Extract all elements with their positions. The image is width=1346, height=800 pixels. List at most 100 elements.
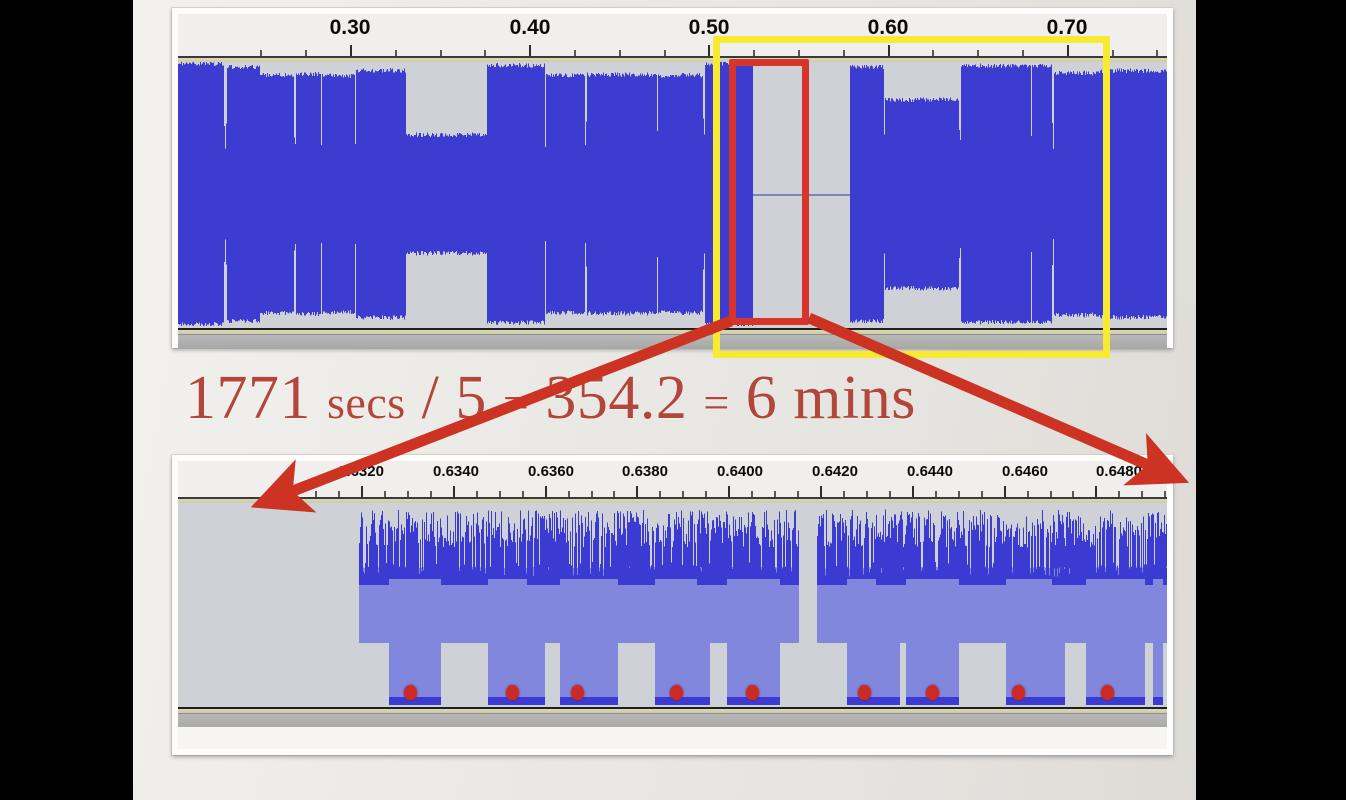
label-marker-icon[interactable] — [506, 685, 519, 700]
waveform-column — [279, 62, 280, 328]
waveform-column — [551, 62, 552, 328]
waveform-column — [1012, 62, 1013, 328]
waveform-column — [697, 62, 698, 328]
waveform-column — [925, 62, 926, 328]
audacity-overview-panel[interactable]: 0.300.400.500.600.700.80 — [172, 8, 1173, 348]
waveform-column — [706, 62, 707, 328]
waveform-column — [1135, 62, 1136, 328]
label-marker-icon[interactable] — [858, 685, 871, 700]
waveform-column — [820, 503, 821, 707]
waveform-column — [297, 62, 298, 328]
annotation-equation: 1771 secs / 5 = 354.2 = 6 mins — [185, 363, 916, 434]
waveform-column — [243, 62, 244, 328]
waveform-column — [459, 62, 460, 328]
waveform-column — [781, 503, 782, 707]
waveform-column — [904, 62, 905, 328]
waveform-column — [287, 62, 288, 328]
zoomed-waveform-track[interactable] — [178, 503, 1167, 707]
waveform-column — [611, 62, 612, 328]
waveform-column — [565, 62, 566, 328]
label-marker-icon[interactable] — [571, 685, 584, 700]
waveform-column — [305, 62, 306, 328]
waveform-column — [841, 503, 842, 707]
waveform-column — [485, 62, 486, 328]
waveform-column — [999, 62, 1000, 328]
waveform-column — [636, 503, 637, 707]
waveform-column — [390, 62, 391, 328]
waveform-column — [1053, 62, 1054, 328]
waveform-column — [978, 62, 979, 328]
overview-waveform-track[interactable] — [178, 62, 1167, 328]
ruler-tick-major — [708, 45, 711, 56]
waveform-column — [817, 503, 818, 707]
waveform-column — [296, 62, 297, 328]
waveform-column — [308, 62, 309, 328]
ruler-tick-minor — [484, 50, 487, 56]
waveform-column — [486, 62, 487, 328]
waveform-column — [421, 62, 422, 328]
waveform-column — [738, 62, 739, 328]
waveform-column — [670, 62, 671, 328]
waveform-column — [409, 62, 410, 328]
waveform-column — [482, 503, 483, 707]
waveform-column — [673, 62, 674, 328]
waveform-column — [971, 62, 972, 328]
waveform-column — [699, 62, 700, 328]
waveform-column — [972, 62, 973, 328]
label-marker-icon[interactable] — [926, 685, 939, 700]
waveform-column — [187, 62, 188, 328]
waveform-column — [587, 62, 588, 328]
waveform-column — [720, 503, 721, 707]
waveform-column — [532, 503, 533, 707]
waveform-column — [959, 503, 960, 707]
waveform-column — [394, 62, 395, 328]
waveform-column — [890, 503, 891, 707]
waveform-column — [339, 62, 340, 328]
label-marker-icon[interactable] — [1101, 685, 1114, 700]
waveform-column — [867, 62, 868, 328]
label-marker-icon[interactable] — [404, 685, 417, 700]
waveform-column — [630, 62, 631, 328]
waveform-column — [504, 62, 505, 328]
waveform-column — [621, 503, 622, 707]
zoomed-time-ruler[interactable]: 0.6320 0.6340 0.6360 0.6380 0.6400 0.6420 0.64… — [178, 461, 1167, 499]
waveform-column — [664, 62, 665, 328]
waveform-column — [359, 62, 360, 328]
label-marker-icon[interactable] — [670, 685, 683, 700]
waveform-column — [1070, 62, 1071, 328]
waveform-column — [750, 62, 751, 328]
waveform-column — [376, 62, 377, 328]
waveform-column — [1092, 62, 1093, 328]
waveform-column — [1047, 62, 1048, 328]
label-marker-icon[interactable] — [1012, 685, 1025, 700]
waveform-column — [477, 503, 478, 707]
waveform-column — [242, 62, 243, 328]
waveform-column — [316, 62, 317, 328]
audacity-zoomed-panel[interactable]: 0.6320 0.6340 0.6360 0.6380 0.6400 0.6420 0.64… — [172, 455, 1173, 755]
waveform-column — [597, 62, 598, 328]
waveform-column — [674, 62, 675, 328]
ruler-tick-minor — [774, 491, 777, 497]
waveform-column — [536, 503, 537, 707]
waveform-column — [400, 62, 401, 328]
waveform-column — [643, 503, 644, 707]
waveform-column — [1085, 503, 1086, 707]
zoomed-horizontal-scrollbar[interactable] — [178, 713, 1167, 727]
waveform-column — [483, 503, 484, 707]
waveform-column — [961, 62, 962, 328]
waveform-column — [1001, 62, 1002, 328]
waveform-column — [333, 62, 334, 328]
waveform-column — [885, 62, 886, 328]
waveform-column — [876, 503, 877, 707]
waveform-column — [539, 503, 540, 707]
waveform-column — [1060, 503, 1061, 707]
label-marker-icon[interactable] — [746, 685, 759, 700]
waveform-column — [365, 503, 366, 707]
waveform-column — [1025, 62, 1026, 328]
waveform-column — [320, 62, 321, 328]
waveform-column — [506, 62, 507, 328]
zoomed-waveform[interactable] — [178, 503, 1167, 707]
overview-waveform[interactable] — [178, 62, 1167, 328]
waveform-column — [994, 62, 995, 328]
waveform-column — [461, 503, 462, 707]
